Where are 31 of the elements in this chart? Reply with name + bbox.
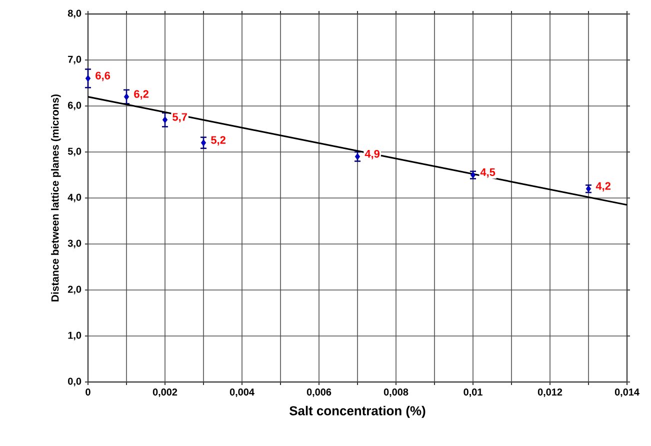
y-tick-label: 8,0 [68, 10, 82, 18]
point [354, 153, 360, 160]
x-axis-title: Salt concentration (%) [290, 406, 426, 418]
y-tick-label: 2,0 [68, 286, 82, 294]
x-tick-label: 0,008 [384, 388, 408, 398]
x-tick-label: 0,012 [538, 388, 562, 398]
data-label: 4,5 [480, 168, 496, 178]
point [85, 75, 91, 82]
data-label: 4,9 [364, 150, 380, 160]
data-label: 5,7 [172, 113, 187, 122]
data-label: 6,6 [96, 72, 110, 82]
x-tick-label: 0,006 [306, 388, 332, 398]
y-axis-title: Distance between lattice planes (microns) [51, 94, 61, 302]
y-tick-label: 5,0 [68, 148, 82, 156]
point [162, 116, 168, 124]
y-tick-label: 0,0 [68, 378, 82, 386]
y-tick-label: 3,0 [68, 240, 82, 248]
x-tick-label: 0,01 [464, 388, 482, 398]
x-tick-label: 0,014 [614, 388, 640, 398]
y-tick-label: 6,0 [68, 102, 82, 110]
x-tick-label: 0,002 [152, 388, 178, 398]
y-tick-label: 7,0 [68, 56, 82, 64]
point [200, 139, 206, 146]
data-label: 4,2 [596, 182, 610, 192]
x-tick-label: 0,004 [230, 388, 254, 398]
y-tick-label: 1,0 [68, 332, 82, 340]
point [124, 93, 130, 100]
x-tick-label: 0 [86, 388, 90, 396]
data-label: 5,2 [211, 136, 226, 146]
data-label: 6,2 [134, 90, 148, 100]
y-tick-label: 4,0 [68, 194, 82, 202]
